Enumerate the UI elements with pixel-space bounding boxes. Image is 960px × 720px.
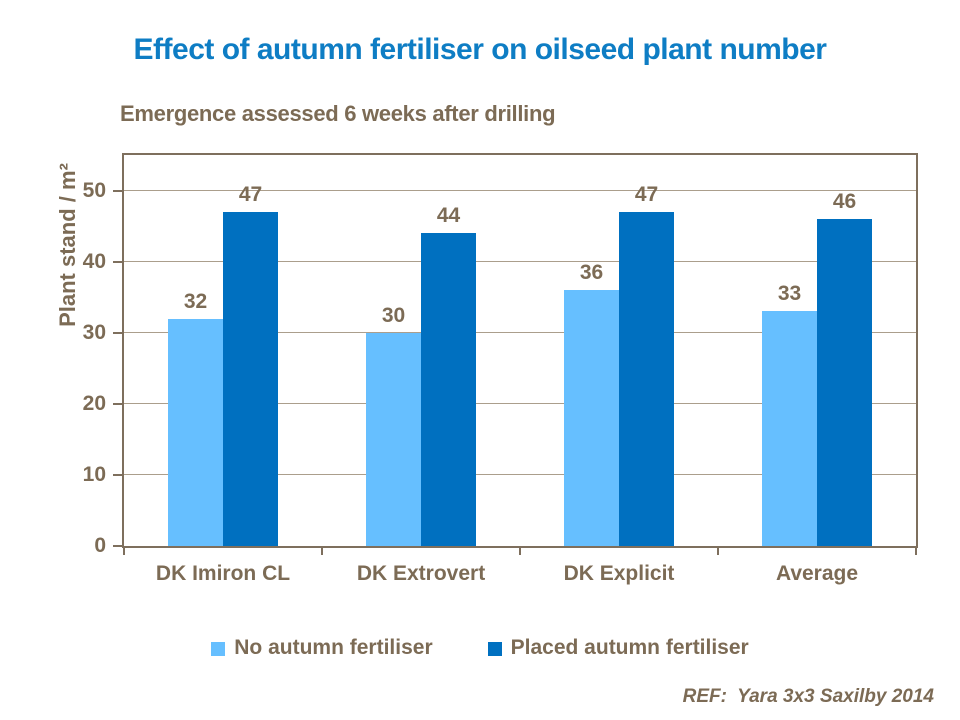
y-tick-label: 0 — [94, 534, 106, 557]
y-tick-label: 40 — [82, 249, 106, 273]
y-axis-tick — [113, 473, 122, 476]
legend-item: Placed autumn fertiliser — [487, 636, 749, 660]
y-tick-label: 10 — [82, 462, 106, 486]
bar-no-autumn-fertiliser — [564, 290, 619, 546]
x-axis-tick — [123, 548, 125, 555]
legend-item: No autumn fertiliser — [211, 636, 433, 660]
x-axis-tick — [321, 548, 323, 555]
y-axis-tick — [113, 402, 122, 405]
gridline — [124, 261, 916, 263]
bar-no-autumn-fertiliser — [168, 318, 223, 546]
legend-swatch-icon — [211, 642, 226, 656]
chart-legend: No autumn fertiliser Placed autumn fertil… — [0, 636, 960, 660]
bar-value-label: 33 — [777, 282, 802, 306]
bar-value-label: 30 — [381, 303, 406, 327]
plot-area: 32 47 30 44 36 47 33 46 — [122, 153, 918, 548]
y-tick-label: 50 — [82, 178, 106, 202]
gridline — [124, 190, 916, 192]
category-label: DK Extrovert — [356, 562, 486, 585]
bar-no-autumn-fertiliser — [366, 332, 421, 546]
bar-placed-autumn-fertiliser — [817, 218, 872, 546]
legend-label: No autumn fertiliser — [234, 636, 433, 659]
y-axis-tick — [113, 189, 122, 192]
bar-value-label: 46 — [832, 189, 857, 213]
x-axis-tick — [519, 548, 521, 555]
bar-no-autumn-fertiliser — [762, 311, 817, 546]
bar-value-label: 44 — [436, 204, 461, 228]
y-tick-label: 30 — [82, 320, 106, 344]
bar-placed-autumn-fertiliser — [421, 233, 476, 546]
gridline — [124, 474, 916, 476]
chart-title: Effect of autumn fertiliser on oilseed p… — [133, 33, 827, 66]
legend-label: Placed autumn fertiliser — [510, 636, 749, 659]
x-axis-category-labels: DK Imiron CL DK Extrovert DK Explicit Avera… — [124, 562, 916, 586]
y-axis-tick — [113, 260, 122, 263]
category-label: Average — [775, 562, 859, 585]
x-axis-tick — [717, 548, 719, 555]
bar-value-label: 47 — [238, 182, 263, 206]
bar-value-label: 47 — [634, 182, 659, 206]
chart-subtitle: Emergence assessed 6 weeks after drillin… — [120, 101, 556, 126]
y-axis-tick — [113, 545, 122, 547]
gridline — [124, 332, 916, 334]
category-label: DK Explicit — [563, 562, 675, 585]
bar-placed-autumn-fertiliser — [619, 211, 674, 546]
gridline — [124, 403, 916, 405]
bar-value-label: 36 — [579, 261, 604, 285]
x-axis-tick — [915, 548, 917, 555]
category-label: DK Imiron CL — [155, 562, 291, 585]
bar-placed-autumn-fertiliser — [223, 211, 278, 546]
y-tick-label: 20 — [82, 391, 106, 415]
y-axis-tick — [113, 331, 122, 334]
legend-swatch-icon — [487, 642, 502, 656]
bar-value-label: 32 — [183, 289, 208, 313]
reference-note: REF: Yara 3x3 Saxilby 2014 — [682, 686, 934, 707]
